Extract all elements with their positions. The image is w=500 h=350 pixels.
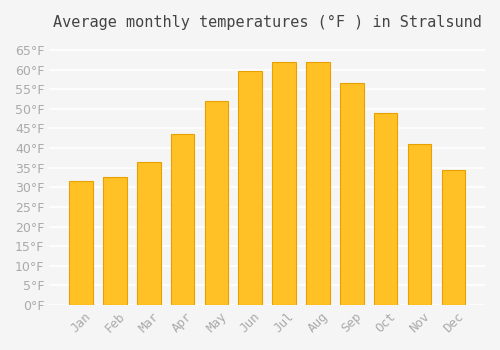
Bar	[170, 134, 194, 305]
Bar	[103, 177, 126, 305]
Bar	[306, 62, 330, 305]
Bar	[408, 144, 432, 305]
Bar	[340, 83, 363, 305]
Bar	[238, 71, 262, 305]
Title: Average monthly temperatures (°F ) in Stralsund: Average monthly temperatures (°F ) in St…	[52, 15, 482, 30]
Bar	[137, 162, 160, 305]
Bar	[272, 62, 296, 305]
Bar	[204, 101, 229, 305]
Bar	[69, 181, 93, 305]
Bar	[442, 170, 465, 305]
Bar	[374, 113, 398, 305]
